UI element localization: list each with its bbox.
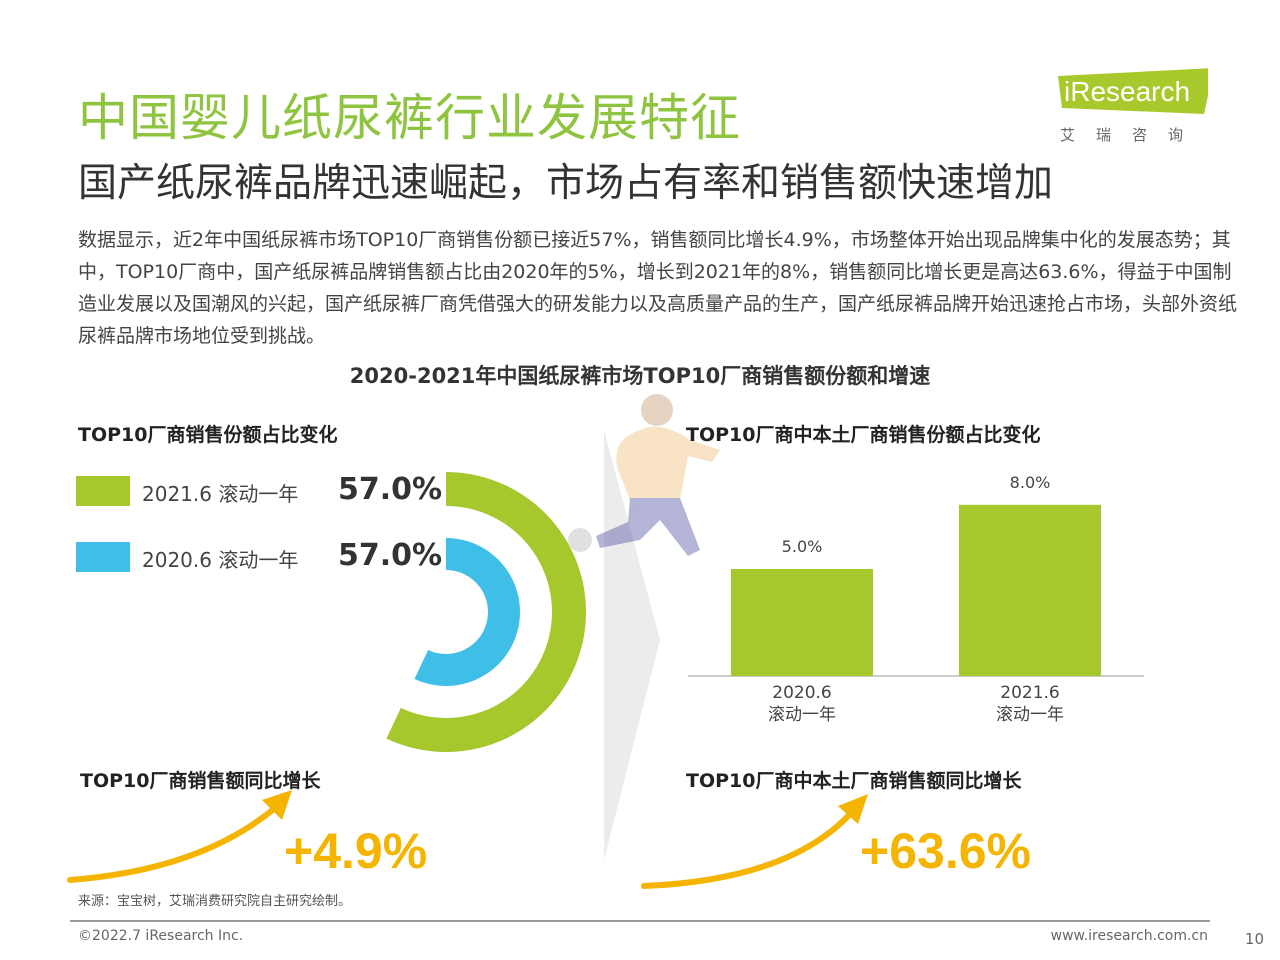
donut-ring-2020: [414, 538, 520, 686]
footer-divider: [70, 920, 1210, 922]
right-growth-title: TOP10厂商中本土厂商销售额同比增长: [686, 770, 1022, 792]
page-title: 中国婴儿纸尿裤行业发展特征: [78, 89, 741, 147]
website-link[interactable]: www.iresearch.com.cn: [1050, 928, 1208, 944]
legend-swatch-2020: [76, 542, 130, 572]
page-number: 10: [1244, 930, 1264, 948]
bar-value-label-0: 5.0%: [781, 537, 823, 556]
right-chart-title: TOP10厂商中本土厂商销售份额占比变化: [686, 424, 1041, 446]
center-divider-shape: [604, 430, 660, 860]
bar-category-label-0: 2020.6 滚动一年: [768, 683, 836, 725]
left-growth-value: +4.9%: [284, 823, 428, 879]
legend-swatch-2021: [76, 476, 130, 506]
bar-category-label-1: 2021.6 滚动一年: [996, 683, 1064, 725]
left-growth-title: TOP10厂商销售额同比增长: [80, 770, 321, 792]
page-subtitle: 国产纸尿裤品牌迅速崛起，市场占有率和销售额快速增加: [78, 161, 1054, 206]
logo-badge-icon: [1058, 68, 1208, 114]
logo-brand-text: iResearch: [1064, 76, 1191, 107]
bar-value-label-1: 8.0%: [1009, 472, 1051, 492]
copyright-text: ©2022.7 iResearch Inc.: [78, 928, 244, 944]
source-note: 来源：宝宝树，艾瑞消费研究院自主研究绘制。: [78, 894, 352, 909]
legend-value-2020: 57.0%: [338, 538, 443, 573]
donut-ring-2021: [386, 472, 586, 752]
right-growth-arrow-icon: [641, 794, 868, 889]
left-chart-title: TOP10厂商销售份额占比变化: [78, 424, 338, 446]
running-person-icon: [568, 394, 720, 556]
chart-title: 2020-2021年中国纸尿裤市场TOP10厂商销售额份额和增速: [349, 364, 931, 388]
bar-1: [959, 504, 1101, 676]
right-growth-value: +63.6%: [860, 823, 1031, 879]
iresearch-logo: iResearch 艾瑞咨询: [1058, 68, 1218, 148]
legend-label-2021: 2021.6 滚动一年: [142, 482, 299, 506]
bar-0: [731, 569, 873, 676]
legend-label-2020: 2020.6 滚动一年: [142, 548, 299, 572]
legend-value-2021: 57.0%: [338, 472, 443, 507]
left-growth-arrow-icon: [67, 790, 292, 883]
logo-cn-text: 艾瑞咨询: [1060, 126, 1205, 144]
summary-paragraph: 数据显示，近2年中国纸尿裤市场TOP10厂商销售份额已接近57%，销售额同比增长…: [78, 229, 1238, 347]
